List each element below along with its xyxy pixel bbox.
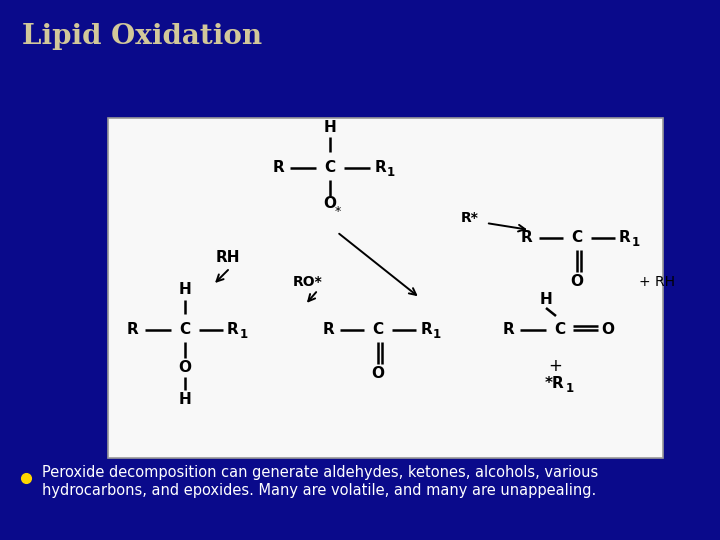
Text: R: R [227,322,239,338]
Text: R*: R* [461,211,479,225]
Text: *R: *R [545,376,565,392]
Text: hydrocarbons, and epoxides. Many are volatile, and many are unappealing.: hydrocarbons, and epoxides. Many are vol… [42,483,596,497]
Text: O: O [372,367,384,381]
Text: R: R [374,160,386,176]
Text: R: R [127,322,139,338]
Text: H: H [179,393,192,408]
Text: O: O [601,322,614,338]
Text: O: O [323,197,336,212]
Text: RH: RH [216,251,240,266]
Text: H: H [323,120,336,136]
FancyBboxPatch shape [108,118,663,458]
Text: 1: 1 [240,327,248,341]
Text: +: + [548,357,562,375]
Text: C: C [372,322,384,338]
Text: Peroxide decomposition can generate aldehydes, ketones, alcohols, various: Peroxide decomposition can generate alde… [42,464,598,480]
Text: *: * [335,205,341,218]
Text: 1: 1 [632,235,640,248]
Text: C: C [572,231,582,246]
Text: R: R [272,160,284,176]
Text: H: H [179,282,192,298]
Text: R: R [420,322,432,338]
Text: R: R [619,231,631,246]
Text: O: O [570,274,583,289]
Text: C: C [325,160,336,176]
Text: O: O [179,360,192,375]
Text: C: C [179,322,191,338]
Text: Lipid Oxidation: Lipid Oxidation [22,23,262,50]
Text: + RH: + RH [639,275,675,289]
Text: R: R [322,322,334,338]
Text: H: H [539,293,552,307]
Text: C: C [554,322,566,338]
Text: RO*: RO* [293,275,323,289]
Text: 1: 1 [566,381,574,395]
Text: R: R [521,231,533,246]
Text: 1: 1 [433,327,441,341]
Text: 1: 1 [387,165,395,179]
Text: R: R [502,322,514,338]
